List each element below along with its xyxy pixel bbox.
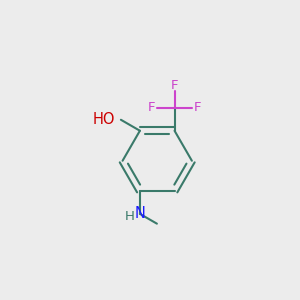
Text: H: H [124,210,134,223]
Text: HO: HO [93,112,115,127]
Text: N: N [134,206,145,221]
Text: F: F [171,79,178,92]
Text: F: F [148,101,155,114]
Text: F: F [194,101,202,114]
